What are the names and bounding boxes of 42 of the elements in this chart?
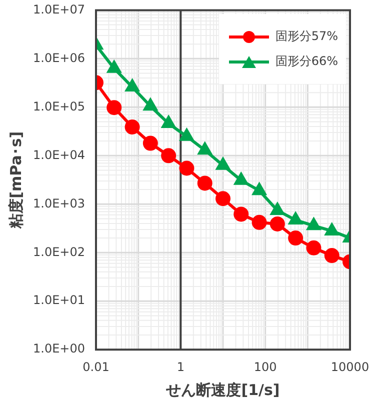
y-tick-label: 1.0E+05 bbox=[32, 99, 85, 114]
y-axis-title: 粘度[mPa･s] bbox=[6, 131, 25, 230]
point bbox=[234, 206, 249, 222]
y-tick-label: 1.0E+07 bbox=[32, 2, 85, 16]
point bbox=[107, 60, 121, 73]
point bbox=[179, 160, 194, 176]
point bbox=[197, 176, 212, 191]
y-tick-label: 1.0E+01 bbox=[32, 293, 85, 308]
point bbox=[307, 218, 320, 230]
point bbox=[106, 100, 122, 116]
y-tick-label: 1.0E+00 bbox=[32, 342, 85, 356]
point bbox=[252, 214, 267, 230]
point bbox=[325, 223, 339, 236]
point bbox=[180, 128, 194, 141]
point bbox=[162, 116, 176, 128]
x-tick-label: 1 bbox=[176, 360, 184, 374]
legend-label: 固形分57% bbox=[275, 28, 338, 46]
y-tick-label: 1.0E+02 bbox=[32, 244, 85, 259]
point bbox=[216, 158, 230, 170]
point bbox=[142, 136, 158, 151]
point bbox=[234, 172, 248, 185]
x-tick-label: 0.01 bbox=[82, 360, 110, 374]
point bbox=[215, 191, 230, 206]
x-axis-title: せん断速度[1/s] bbox=[165, 380, 280, 399]
y-tick-label: 1.0E+06 bbox=[32, 50, 85, 65]
x-tick-label: 10000 bbox=[330, 360, 370, 374]
point bbox=[144, 98, 158, 111]
y-tick-label: 1.0E+03 bbox=[32, 196, 85, 210]
x-tick-label: 100 bbox=[254, 360, 277, 374]
point bbox=[270, 216, 285, 232]
point bbox=[161, 148, 176, 164]
point bbox=[288, 212, 302, 225]
point bbox=[124, 120, 140, 134]
point bbox=[306, 240, 322, 256]
legend-label: 固形分66% bbox=[275, 53, 338, 70]
point bbox=[270, 202, 284, 215]
y-tick-label: 1.0E+04 bbox=[32, 148, 85, 162]
point bbox=[288, 230, 304, 246]
point bbox=[252, 183, 266, 196]
point bbox=[126, 80, 139, 92]
point bbox=[324, 248, 340, 264]
point bbox=[198, 142, 212, 155]
